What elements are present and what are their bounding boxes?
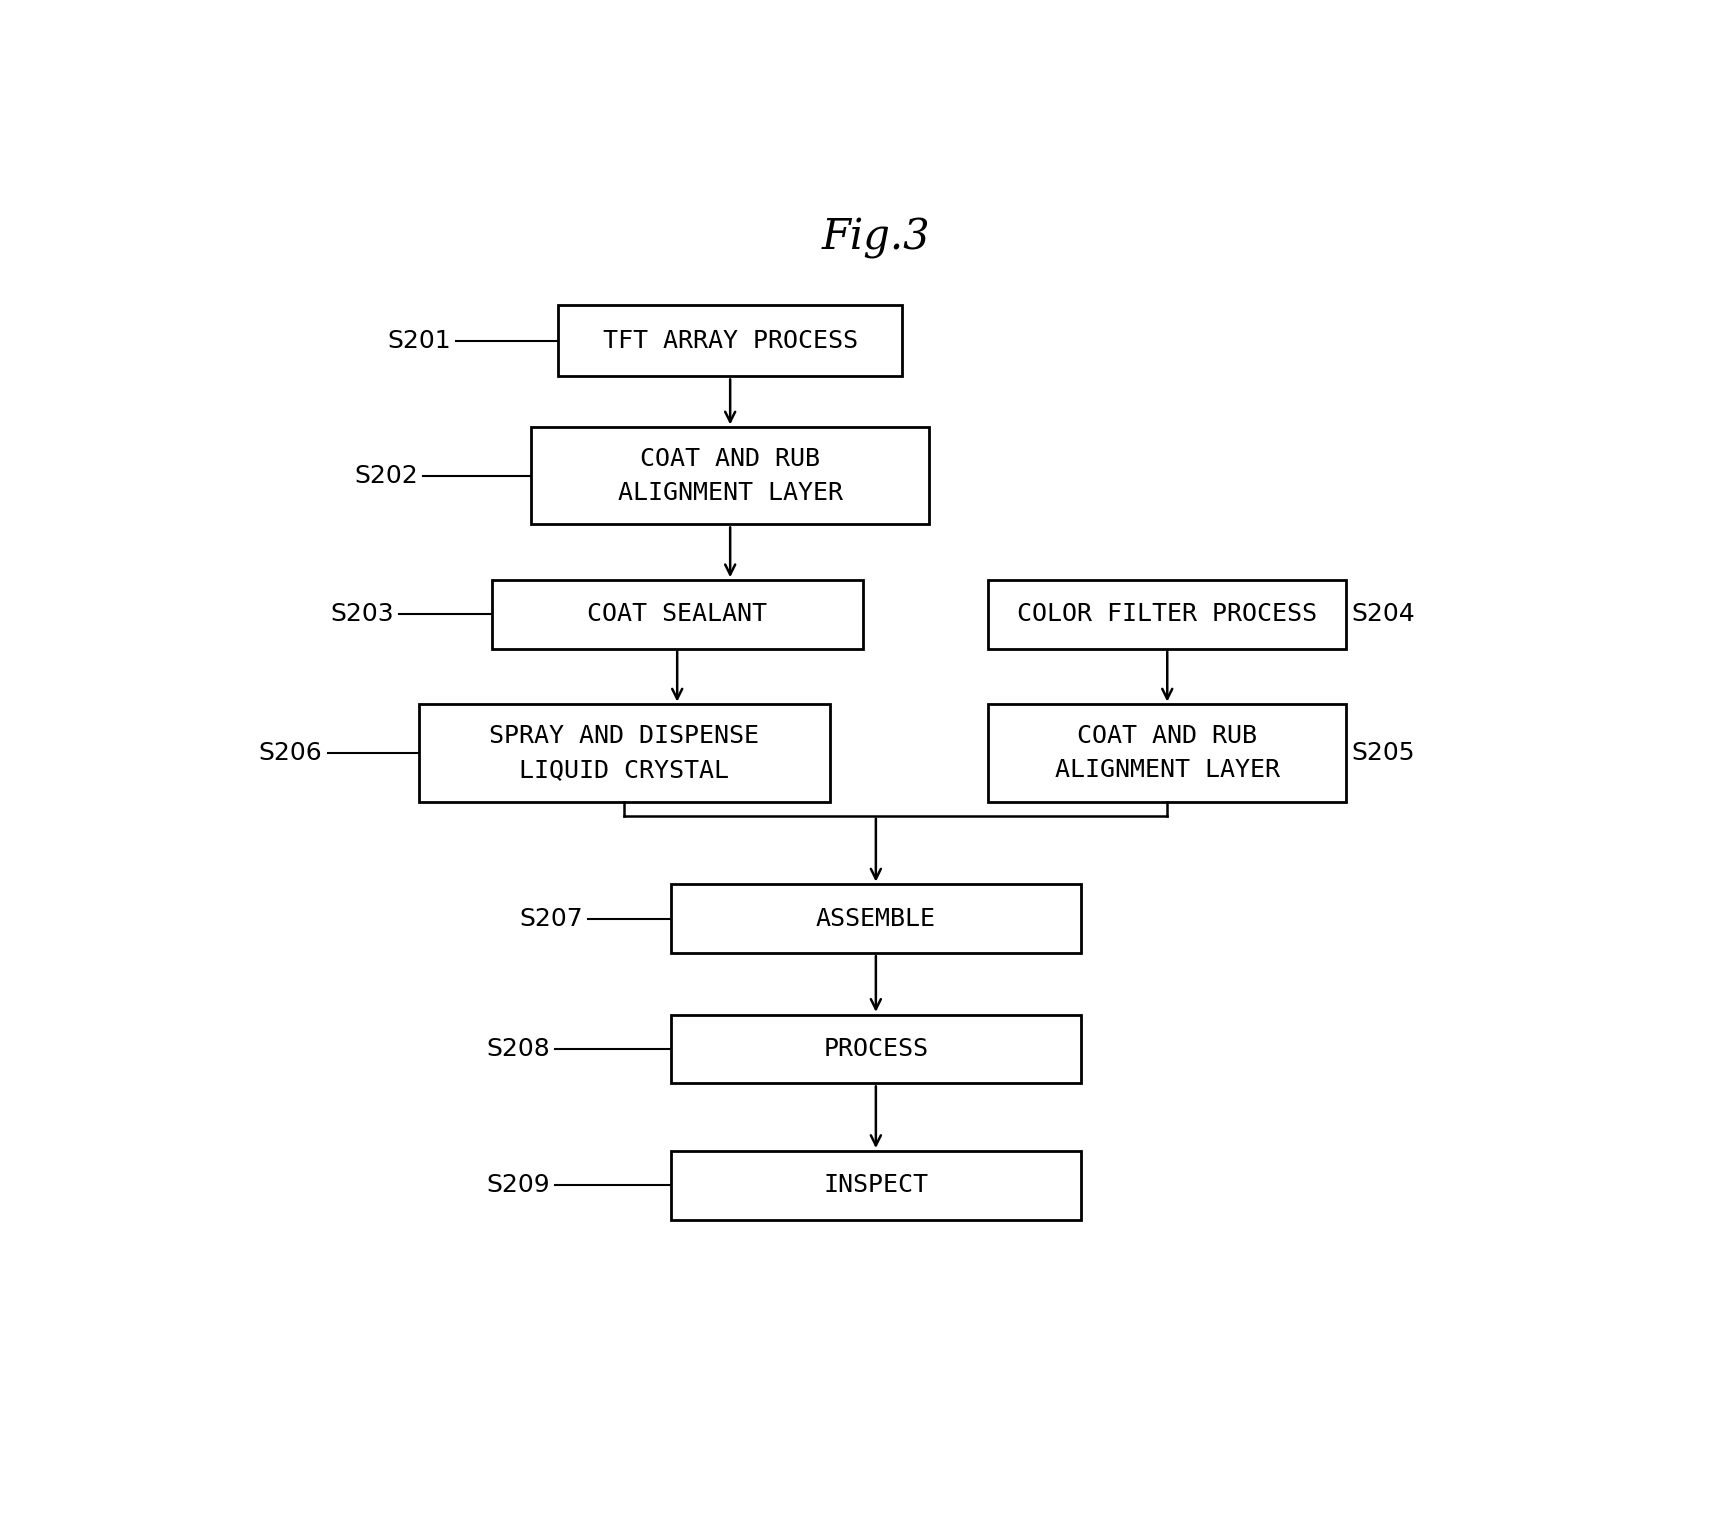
Bar <box>670 1150 1082 1220</box>
Text: PROCESS: PROCESS <box>824 1037 928 1061</box>
Text: COAT SEALANT: COAT SEALANT <box>588 603 767 626</box>
Bar <box>670 884 1082 954</box>
Bar <box>419 704 829 801</box>
Text: COAT AND RUB
ALIGNMENT LAYER: COAT AND RUB ALIGNMENT LAYER <box>617 448 843 504</box>
Bar <box>557 306 902 377</box>
Text: S206: S206 <box>258 741 323 764</box>
Text: S207: S207 <box>520 907 583 930</box>
Text: S203: S203 <box>330 603 393 626</box>
Text: S204: S204 <box>1352 603 1415 626</box>
Text: S208: S208 <box>487 1037 550 1061</box>
Text: TFT ARRAY PROCESS: TFT ARRAY PROCESS <box>603 329 858 352</box>
Text: S202: S202 <box>354 464 417 488</box>
Text: S205: S205 <box>1352 741 1415 764</box>
Text: COAT AND RUB
ALIGNMENT LAYER: COAT AND RUB ALIGNMENT LAYER <box>1054 724 1280 781</box>
Text: S201: S201 <box>388 329 451 352</box>
Bar <box>670 1015 1082 1083</box>
Text: SPRAY AND DISPENSE
LIQUID CRYSTAL: SPRAY AND DISPENSE LIQUID CRYSTAL <box>489 724 759 781</box>
Text: COLOR FILTER PROCESS: COLOR FILTER PROCESS <box>1017 603 1318 626</box>
Bar <box>988 580 1347 649</box>
Text: S209: S209 <box>487 1173 550 1197</box>
Text: INSPECT: INSPECT <box>824 1173 928 1197</box>
Bar <box>988 704 1347 801</box>
Bar <box>492 580 863 649</box>
Text: ASSEMBLE: ASSEMBLE <box>815 907 937 930</box>
Text: Fig.3: Fig.3 <box>822 217 930 258</box>
Bar <box>531 428 930 524</box>
